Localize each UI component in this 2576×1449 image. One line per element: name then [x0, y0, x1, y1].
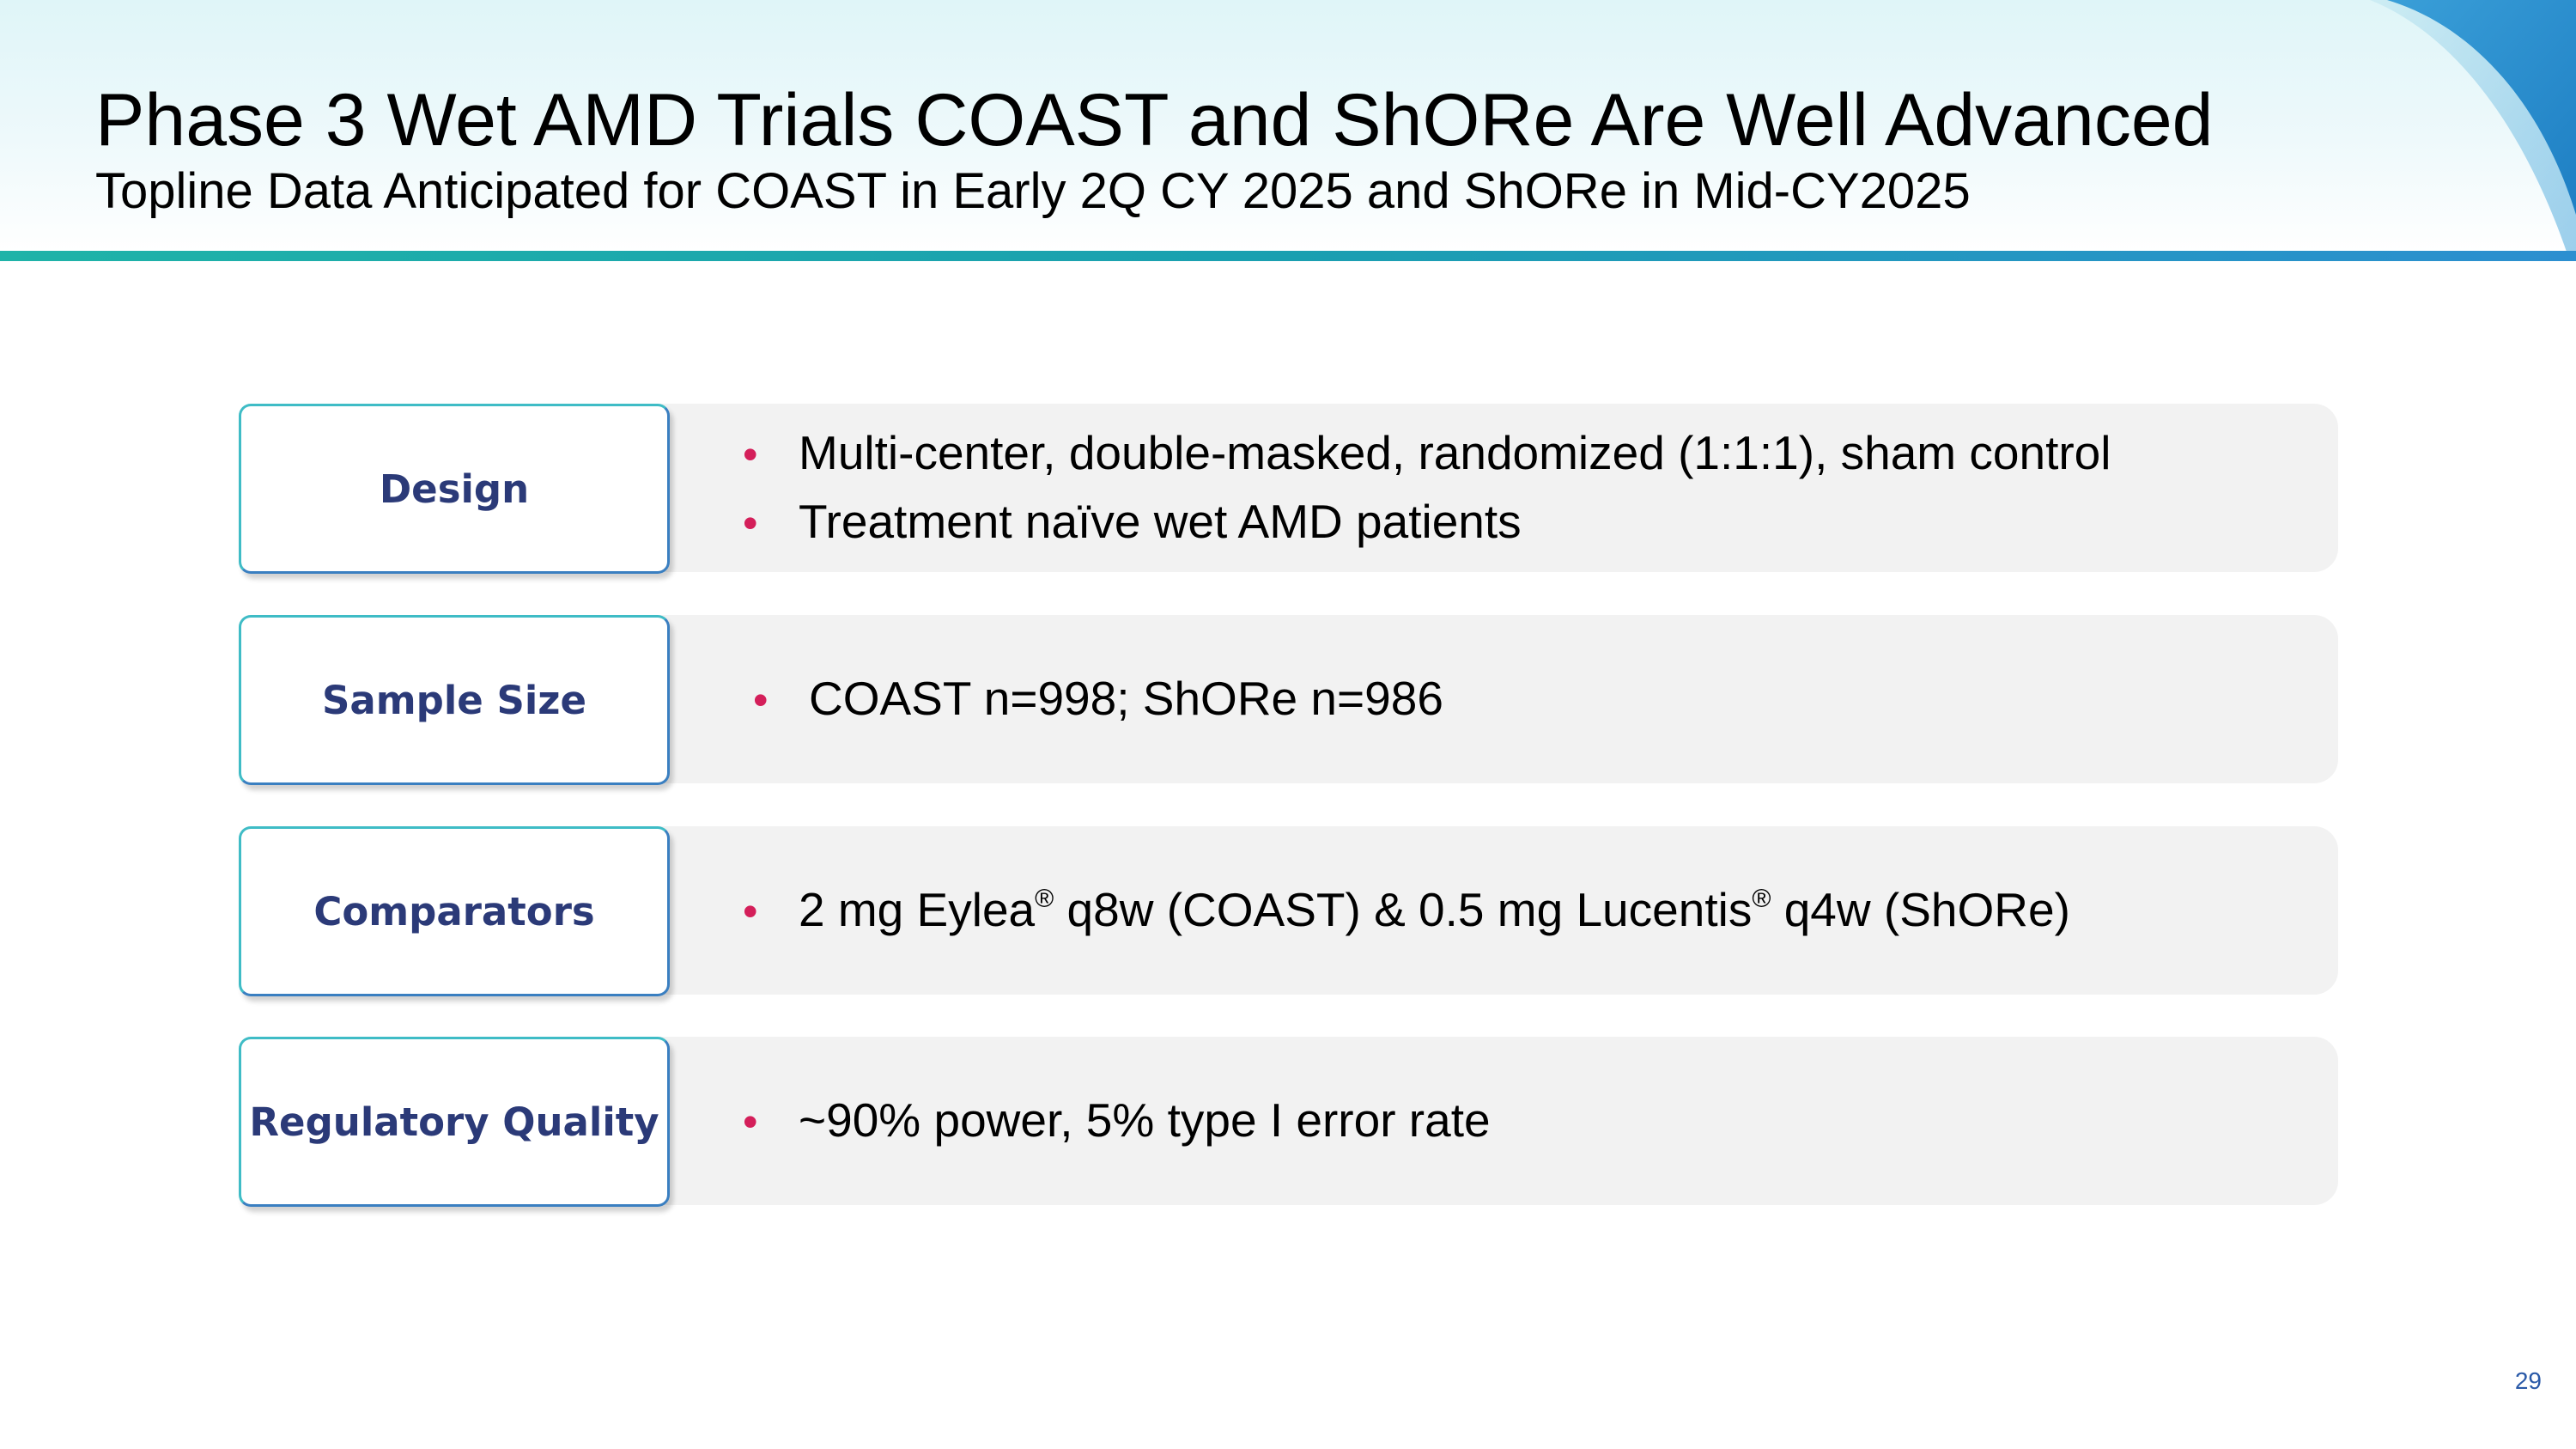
bullet-dot-icon: • [743, 421, 799, 488]
bullet-dot-icon: • [743, 878, 799, 945]
bullet-item: • Multi-center, double-masked, randomize… [717, 419, 2111, 488]
bullet-text-part: q8w (COAST) & 0.5 mg Lucentis [1054, 883, 1752, 936]
bullet-text: 2 mg Eylea® q8w (COAST) & 0.5 mg Lucenti… [799, 876, 2070, 943]
bullet-item: • 2 mg Eylea® q8w (COAST) & 0.5 mg Lucen… [717, 876, 2070, 945]
page-subtitle: Topline Data Anticipated for COAST in Ea… [95, 161, 1971, 222]
bullet-text: COAST n=998; ShORe n=986 [809, 665, 1443, 732]
bullet-dot-icon: • [743, 1088, 799, 1155]
bullet-item: • Treatment naïve wet AMD patients [717, 488, 2111, 557]
bullet-list: • 2 mg Eylea® q8w (COAST) & 0.5 mg Lucen… [717, 826, 2070, 995]
registered-mark: ® [1752, 885, 1771, 913]
label-box-design: Design [239, 404, 670, 574]
bullet-text: ~90% power, 5% type I error rate [799, 1087, 1491, 1154]
bullet-text: Multi-center, double-masked, randomized … [799, 419, 2111, 486]
label-design: Design [380, 466, 529, 512]
label-box-comparators: Comparators [239, 826, 670, 996]
bullet-list: • COAST n=998; ShORe n=986 [727, 615, 1443, 783]
label-comparators: Comparators [313, 889, 594, 935]
bullet-text-part: q4w (ShORe) [1771, 883, 2069, 936]
label-box-sample-size: Sample Size [239, 615, 670, 785]
bullet-dot-icon: • [753, 667, 809, 734]
header-banner: Phase 3 Wet AMD Trials COAST and ShORe A… [0, 0, 2576, 254]
row-sample-size: Sample Size • COAST n=998; ShORe n=986 [236, 615, 2338, 783]
row-comparators: Comparators • 2 mg Eylea® q8w (COAST) & … [236, 826, 2338, 995]
bullet-text: Treatment naïve wet AMD patients [799, 488, 1522, 555]
row-design: Design • Multi-center, double-masked, ra… [236, 404, 2338, 572]
label-box-regulatory-quality: Regulatory Quality [239, 1037, 670, 1207]
bullet-dot-icon: • [743, 490, 799, 557]
header-divider [0, 251, 2576, 261]
bullet-list: • ~90% power, 5% type I error rate [717, 1037, 1491, 1205]
label-regulatory-quality: Regulatory Quality [249, 1099, 659, 1145]
registered-mark: ® [1035, 885, 1054, 913]
page-title: Phase 3 Wet AMD Trials COAST and ShORe A… [95, 77, 2214, 163]
bullet-item: • COAST n=998; ShORe n=986 [727, 665, 1443, 734]
page-number: 29 [2515, 1367, 2542, 1395]
bullet-list: • Multi-center, double-masked, randomize… [717, 404, 2111, 572]
bullet-item: • ~90% power, 5% type I error rate [717, 1087, 1491, 1155]
label-sample-size: Sample Size [322, 678, 586, 723]
row-regulatory-quality: Regulatory Quality • ~90% power, 5% type… [236, 1037, 2338, 1205]
bullet-text-part: 2 mg Eylea [799, 883, 1035, 936]
